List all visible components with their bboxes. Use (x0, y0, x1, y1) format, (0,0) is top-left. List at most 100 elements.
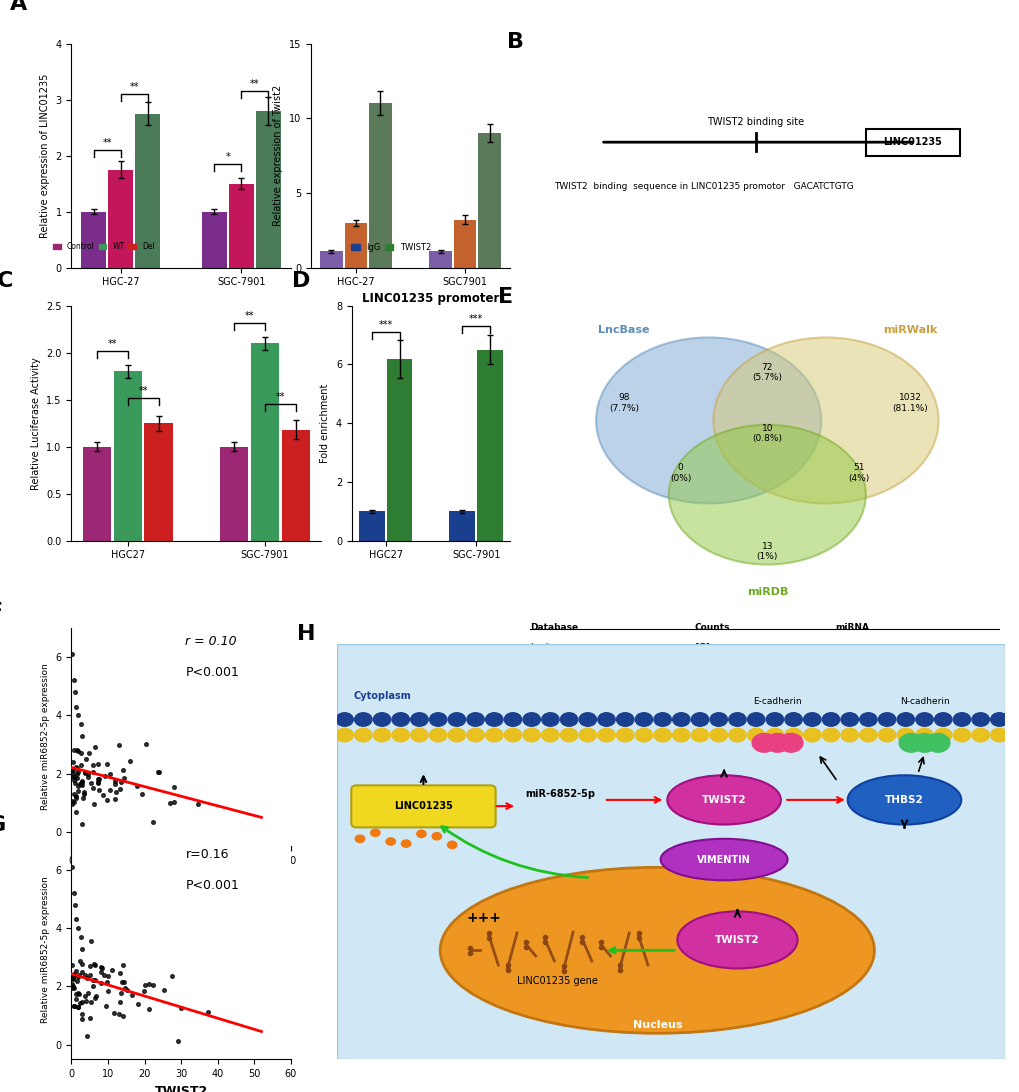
Circle shape (785, 728, 802, 741)
Circle shape (709, 713, 727, 726)
Circle shape (401, 840, 411, 847)
Text: 13
(1%): 13 (1%) (756, 542, 777, 561)
Circle shape (391, 713, 409, 726)
Circle shape (747, 728, 764, 741)
Point (67, 768, 84, 785)
Point (93, 963, 109, 981)
Point (69, 765, 86, 783)
Text: N-cadherin: N-cadherin (899, 697, 949, 705)
Circle shape (653, 713, 671, 726)
Point (70, 741, 87, 759)
Point (72, 745, 89, 762)
Point (112, 773, 128, 791)
Point (67, 758, 84, 775)
Point (200, 1004, 216, 1021)
X-axis label: LINC01235: LINC01235 (143, 871, 219, 885)
Bar (108, 169, 133, 268)
Point (145, 812, 161, 830)
Text: 51
(4%): 51 (4%) (848, 463, 868, 483)
Circle shape (503, 713, 521, 726)
Point (68, 787, 85, 805)
Text: r=0.16: r=0.16 (185, 848, 228, 862)
Text: miRDB: miRDB (530, 682, 560, 691)
Text: G: G (0, 815, 6, 834)
Circle shape (765, 728, 783, 741)
Circle shape (841, 713, 858, 726)
Point (87, 956, 103, 973)
Text: 72
(5.7%): 72 (5.7%) (752, 363, 782, 382)
Circle shape (765, 713, 783, 726)
Bar (220, 447, 248, 541)
Point (67, 698, 84, 715)
Circle shape (370, 829, 380, 836)
Text: miRWalk: miRWalk (530, 663, 569, 672)
Point (72, 756, 89, 773)
Circle shape (615, 728, 633, 741)
Text: THBS2: THBS2 (884, 795, 923, 805)
Circle shape (925, 734, 949, 752)
Point (73, 774, 90, 792)
Bar (251, 343, 279, 541)
Title: LINC01235 promoter: LINC01235 promoter (362, 292, 499, 305)
Point (111, 994, 127, 1011)
Point (64, 969, 81, 986)
Point (70, 985, 87, 1002)
Text: +++: +++ (466, 911, 500, 925)
Point (122, 752, 139, 770)
Point (91, 781, 107, 798)
Circle shape (579, 728, 596, 741)
Point (73, 963, 90, 981)
Point (68, 985, 85, 1002)
Circle shape (447, 841, 457, 848)
Circle shape (335, 713, 353, 726)
Ellipse shape (660, 839, 787, 880)
Circle shape (523, 728, 540, 741)
Circle shape (933, 713, 951, 726)
Text: D: D (291, 271, 310, 290)
Text: Counts: Counts (694, 624, 730, 632)
Circle shape (541, 713, 558, 726)
Point (190, 796, 206, 814)
Circle shape (597, 713, 614, 726)
Bar (202, 212, 226, 268)
Point (170, 1033, 186, 1051)
Text: H: H (297, 624, 315, 643)
Point (84, 774, 100, 792)
Point (91, 770, 107, 787)
Circle shape (467, 728, 484, 741)
Point (111, 781, 127, 798)
Point (74, 790, 91, 807)
Circle shape (691, 713, 708, 726)
Circle shape (467, 713, 484, 726)
Point (137, 976, 153, 994)
Circle shape (417, 830, 426, 838)
Y-axis label: Relative miR6852-5p expression: Relative miR6852-5p expression (41, 664, 50, 810)
Circle shape (859, 713, 876, 726)
Circle shape (485, 713, 502, 726)
Point (66, 966, 83, 984)
Bar (256, 111, 280, 268)
Text: 65: 65 (694, 682, 705, 691)
Text: **: ** (275, 392, 285, 402)
Circle shape (989, 713, 1007, 726)
Circle shape (897, 713, 914, 726)
Point (87, 972, 103, 989)
Y-axis label: Relative Luciferase Activity: Relative Luciferase Activity (31, 357, 41, 489)
Point (67, 803, 84, 820)
Point (69, 763, 86, 781)
Circle shape (429, 728, 446, 741)
Point (83, 933, 99, 950)
Point (76, 763, 93, 781)
Point (77, 987, 94, 1005)
Point (87, 738, 103, 756)
Point (63, 975, 79, 993)
Point (83, 965, 99, 983)
Point (69, 769, 86, 786)
Point (67, 774, 84, 792)
Circle shape (615, 713, 633, 726)
Point (93, 974, 109, 992)
Text: e: e (835, 643, 841, 652)
Point (141, 1000, 157, 1018)
Point (77, 993, 94, 1010)
Point (73, 1005, 90, 1022)
